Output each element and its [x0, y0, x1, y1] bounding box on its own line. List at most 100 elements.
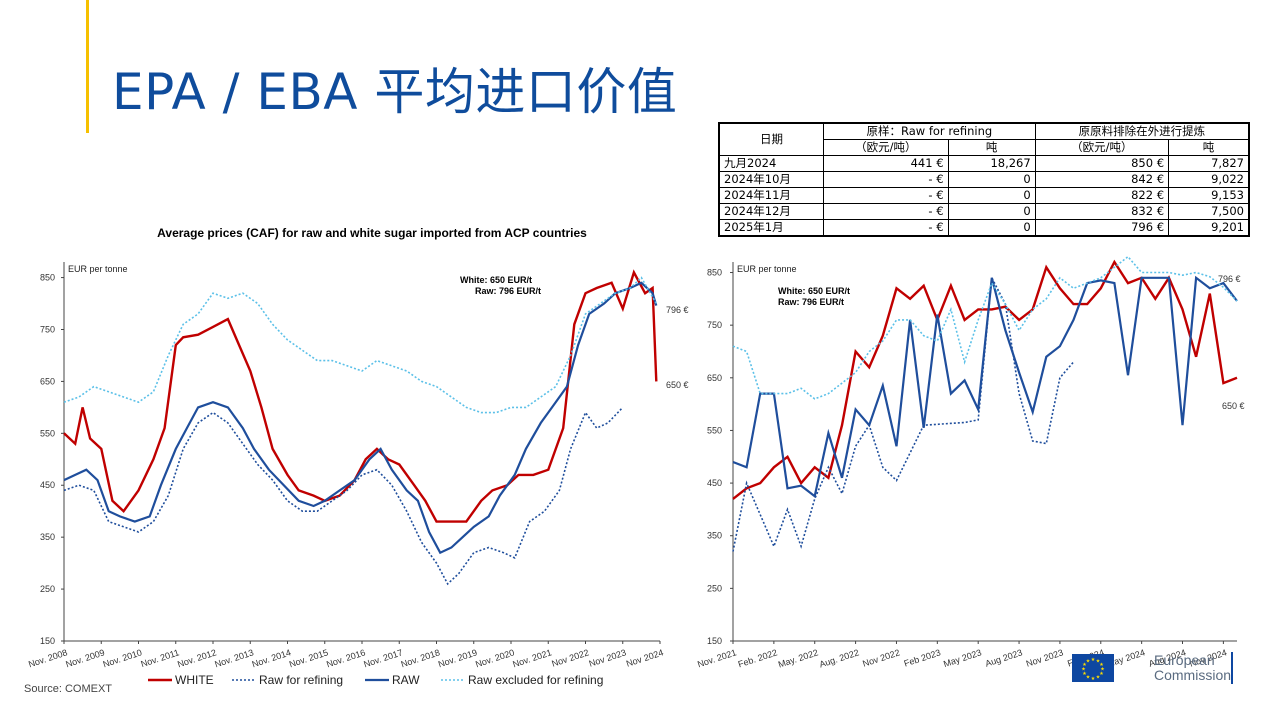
x-tick-label: Nov. 2009	[64, 647, 105, 669]
svg-text:★: ★	[1082, 671, 1087, 677]
x-tick-label: Nov 2022	[550, 647, 590, 668]
svg-text:★: ★	[1096, 659, 1101, 665]
svg-text:★: ★	[1100, 667, 1105, 673]
x-tick-label: Nov 2024	[625, 647, 665, 668]
series-line-raw-excluded-for-refining	[732, 255, 1238, 400]
european-commission-logo: ★ ★ ★ ★ ★ ★ ★ ★ ★ ★ ★ ★ European Commission	[1054, 648, 1244, 690]
source-note: Source: COMEXT	[24, 683, 113, 695]
y-tick-label: 350	[40, 532, 55, 542]
y-tick-label: 450	[40, 480, 55, 490]
ec-logo-text: European Commission	[1154, 653, 1231, 683]
ec-logo-divider	[1231, 652, 1233, 684]
x-tick-label: Nov 2023	[588, 647, 628, 668]
x-tick-label: Nov. 2010	[102, 647, 143, 669]
table-cell-raw-price: - €	[823, 219, 949, 237]
y-tick-label: 250	[707, 583, 722, 593]
y-tick-label: 350	[707, 531, 722, 541]
table-cell-excl-tons: 7,500	[1168, 203, 1250, 220]
ec-logo-line1: European	[1154, 652, 1215, 668]
y-tick-label: 850	[707, 268, 722, 278]
x-tick-label: May 2023	[942, 647, 983, 669]
x-tick-label: Nov. 2011	[140, 647, 181, 669]
end-label-raw: 796 €	[1218, 274, 1241, 284]
table-cell-excl-tons: 9,153	[1168, 187, 1250, 204]
y-axis-label: EUR per tonne	[737, 264, 797, 274]
y-tick-label: 750	[40, 324, 55, 334]
end-label-white: 650 €	[666, 380, 689, 390]
table-cell-excl-price: 832 €	[1034, 203, 1170, 220]
svg-text:★: ★	[1091, 657, 1096, 663]
legend-label: Raw excluded for refining	[468, 673, 603, 687]
series-line-white	[63, 269, 658, 523]
annotation-white: White: 650 EUR/t	[778, 286, 850, 296]
x-tick-label: Nov. 2008	[27, 647, 68, 669]
svg-text:★: ★	[1086, 675, 1091, 681]
table-row: 2025年1月 - € 0 796 € 9,201	[718, 219, 1250, 237]
title-accent-bar	[86, 0, 89, 133]
table-row: 九月2024 441 € 18,267 850 € 7,827	[718, 155, 1250, 172]
table-cell-date: 2024年12月	[718, 203, 824, 220]
eu-flag-icon: ★ ★ ★ ★ ★ ★ ★ ★ ★ ★ ★ ★	[1072, 654, 1114, 682]
x-tick-label: Nov. 2020	[474, 647, 515, 669]
svg-text:★: ★	[1086, 659, 1091, 665]
table-row: 2024年12月 - € 0 832 € 7,500	[718, 203, 1250, 220]
table-cell-date: 2025年1月	[718, 219, 824, 237]
annotation-raw: Raw: 796 EUR/t	[778, 297, 844, 307]
annotation-raw: Raw: 796 EUR/t	[475, 286, 541, 296]
x-tick-label: Nov. 2014	[251, 647, 292, 669]
ec-logo-line2: Commission	[1154, 667, 1232, 683]
table-cell-raw-price: 441 €	[823, 155, 949, 172]
end-label-white: 650 €	[1222, 401, 1245, 411]
svg-text:★: ★	[1099, 662, 1104, 668]
series-line-raw-excluded-for-refining	[63, 276, 657, 414]
x-tick-label: Nov. 2018	[400, 647, 441, 669]
left-chart-title: Average prices (CAF) for raw and white s…	[157, 226, 587, 240]
x-tick-label: May. 2022	[777, 647, 819, 669]
svg-text:★: ★	[1081, 667, 1086, 673]
x-tick-label: Nov. 2016	[325, 647, 366, 669]
table-cell-excl-tons: 9,201	[1168, 219, 1250, 237]
y-tick-label: 750	[707, 320, 722, 330]
table-cell-raw-price: - €	[823, 203, 949, 220]
table-cell-raw-tons: 0	[947, 219, 1036, 237]
y-tick-label: 850	[40, 273, 55, 283]
legend-label: RAW	[392, 673, 420, 687]
y-tick-label: 550	[707, 425, 722, 435]
y-tick-label: 250	[40, 584, 55, 594]
series-line-raw-for-refining	[732, 275, 1075, 552]
annotation-white: White: 650 EUR/t	[460, 275, 532, 285]
svg-text:★: ★	[1082, 662, 1087, 668]
y-tick-label: 550	[40, 428, 55, 438]
series-line-raw	[63, 281, 658, 555]
x-tick-label: Nov. 2021	[511, 647, 552, 669]
table-cell-date: 九月2024	[718, 155, 824, 172]
end-label-raw: 796 €	[666, 305, 689, 315]
x-tick-label: Nov. 2012	[176, 647, 217, 669]
x-tick-label: Nov. 2019	[437, 647, 478, 669]
eu-stars-icon: ★ ★★ ★★★ ★★★ ★★★	[1081, 657, 1105, 682]
x-tick-label: Nov 2022	[861, 647, 901, 668]
x-tick-label: Nov. 2017	[362, 647, 403, 669]
y-tick-label: 150	[40, 636, 55, 646]
series-line-white	[732, 259, 1238, 500]
price-table: 日期 原样：Raw for refining 原原料排除在外进行提炼 （欧元/吨…	[718, 122, 1250, 237]
y-tick-label: 650	[707, 373, 722, 383]
y-tick-label: 650	[40, 376, 55, 386]
table-cell-excl-tons: 9,022	[1168, 171, 1250, 188]
x-tick-label: Nov. 2015	[288, 647, 329, 669]
x-tick-label: Feb 2023	[903, 647, 942, 668]
legend-label: Raw for refining	[259, 673, 343, 687]
page-title: EPA / EBA 平均进口价值	[112, 63, 678, 121]
svg-text:★: ★	[1099, 671, 1104, 677]
x-tick-label: Feb. 2022	[737, 647, 779, 669]
x-tick-label: Nov. 2021	[696, 647, 737, 669]
legend-label: WHITE	[175, 673, 214, 687]
svg-text:★: ★	[1091, 676, 1096, 682]
table-header-raw-unit-eur: （欧元/吨）	[823, 139, 949, 156]
y-axis-label: EUR per tonne	[68, 264, 128, 274]
x-tick-label: Aug. 2022	[818, 647, 860, 669]
x-tick-label: Aug 2023	[984, 647, 1024, 668]
x-tick-label: Nov. 2013	[213, 647, 254, 669]
svg-text:★: ★	[1096, 675, 1101, 681]
